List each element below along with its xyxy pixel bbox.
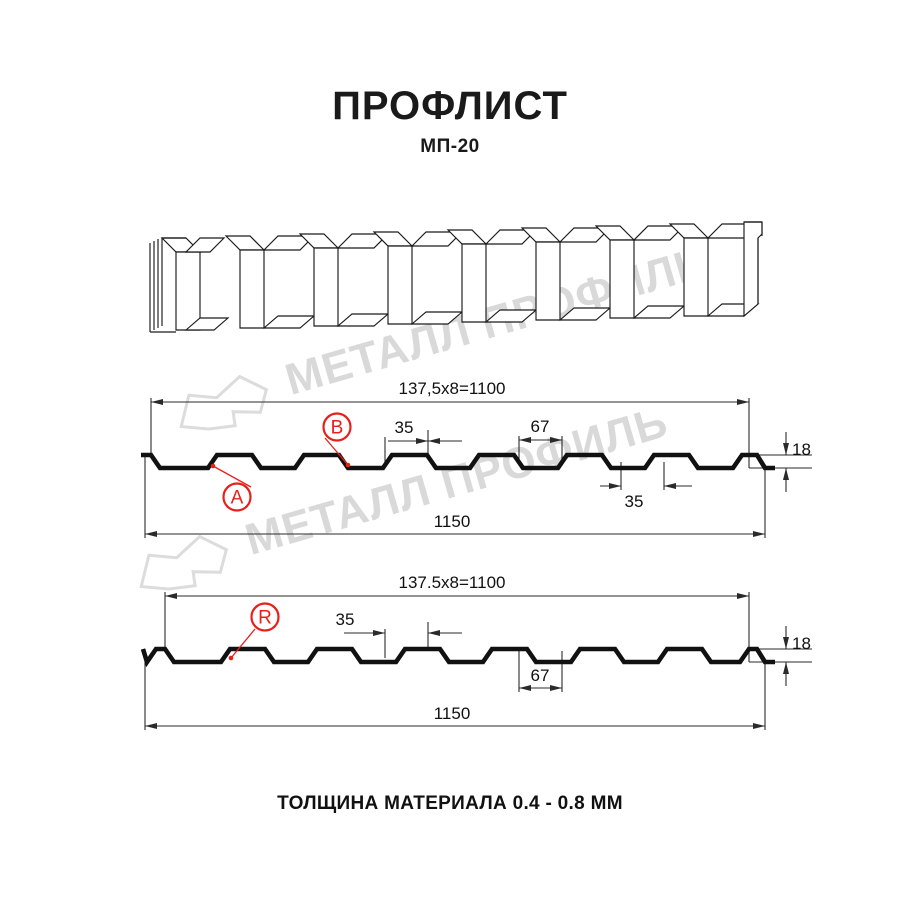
dim-height-18-label: 18 xyxy=(792,634,811,653)
dim-pitch-67: 67 xyxy=(518,417,563,463)
callout-b: B xyxy=(322,412,352,468)
dim-rib-top-35-label: 35 xyxy=(336,610,355,629)
watermark-logo-icon xyxy=(179,374,269,431)
dim-bottom-span-label: 1150 xyxy=(434,512,471,531)
callout-b-label: B xyxy=(331,418,344,439)
dim-pitch-67-label: 67 xyxy=(531,417,550,436)
callout-r: R xyxy=(228,602,280,661)
dim-rib-top-35: 35 xyxy=(384,418,462,462)
dim-height-18: 18 xyxy=(749,626,812,686)
dim-rib-top-35-label: 35 xyxy=(395,418,414,437)
corrugation-ribs xyxy=(160,221,763,331)
page-title: ПРОФЛИСТ xyxy=(332,84,568,128)
profile-outline-top xyxy=(141,452,775,471)
dim-pitch-67-label: 67 xyxy=(531,666,550,685)
dim-bottom-span: 1150 xyxy=(144,455,766,538)
dim-bottom-span-label: 1150 xyxy=(434,704,471,723)
watermark-logo-icon xyxy=(139,534,229,591)
callout-a-label: A xyxy=(231,488,244,509)
dim-height-18-label: 18 xyxy=(792,440,811,459)
material-thickness-caption: ТОЛЩИНА МАТЕРИАЛА 0.4 - 0.8 ММ xyxy=(277,793,623,814)
dim-rib-top-35: 35 xyxy=(336,610,462,658)
profile-outline-bottom xyxy=(140,646,775,668)
callout-a: A xyxy=(210,463,252,512)
dim-bottom-span: 1150 xyxy=(144,649,766,730)
isometric-sheet-body xyxy=(149,221,763,333)
sheet-left-edge xyxy=(149,238,163,332)
page-subtitle: МП-20 xyxy=(420,136,480,157)
callout-r-label: R xyxy=(258,608,272,629)
dim-rib-base-35: 35 xyxy=(600,462,692,511)
sheet-outline xyxy=(150,237,186,333)
dim-rib-base-35-label: 35 xyxy=(625,492,644,511)
dim-top-span-label: 137.5x8=1100 xyxy=(399,573,506,592)
dim-pitch-67: 67 xyxy=(518,651,563,692)
dim-top-span-label: 137,5x8=1100 xyxy=(399,379,506,398)
dim-top-span: 137,5x8=1100 xyxy=(150,379,750,468)
